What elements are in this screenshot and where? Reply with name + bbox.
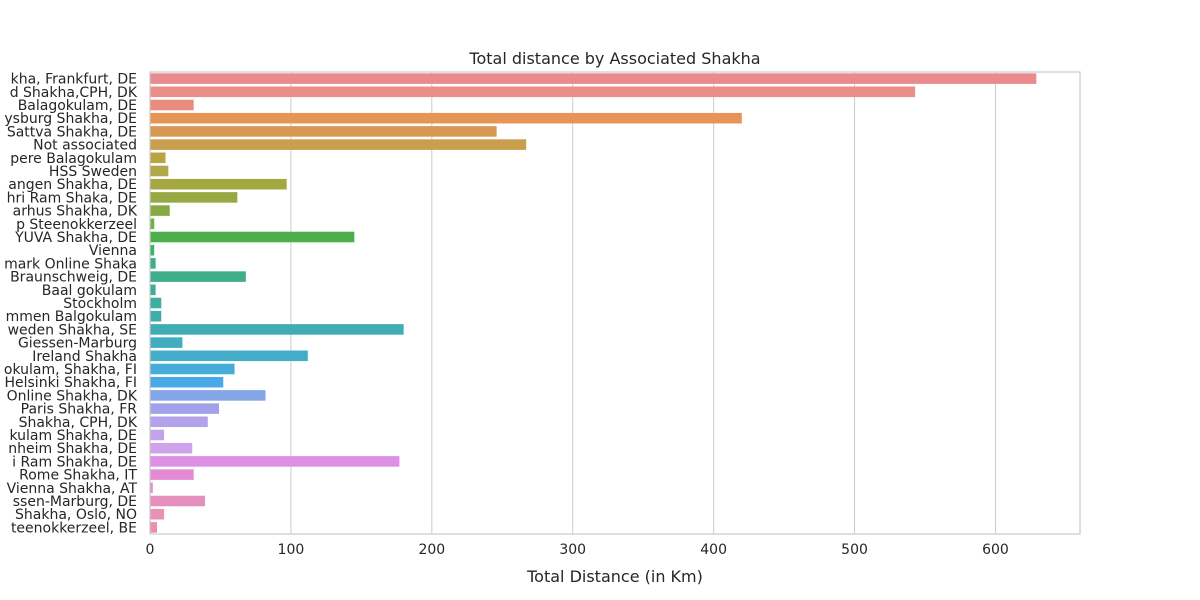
x-tick-label: 0 [146, 542, 155, 558]
y-tick-labels: kha, Frankfurt, DEd Shakha,CPH, DKBalago… [4, 72, 138, 537]
bar [150, 403, 220, 414]
bar [150, 205, 170, 216]
y-tick-label: okulam, Shakha, FI [4, 362, 137, 378]
y-tick-label: Giessen-Marburg [18, 336, 137, 352]
bar [150, 73, 1037, 84]
bar [150, 376, 224, 388]
y-tick-label: Vienna Shakha, AT [7, 481, 138, 497]
bar [150, 112, 742, 124]
y-tick-label: Sattva Shakha, DE [7, 124, 137, 140]
bar [150, 363, 235, 375]
bar [150, 350, 308, 362]
x-tick-label: 600 [982, 542, 1009, 558]
bar [150, 231, 355, 243]
bar [150, 192, 238, 203]
x-tick-label: 500 [841, 542, 868, 558]
x-tick-label: 300 [559, 542, 586, 558]
bar [150, 139, 527, 150]
bar [150, 126, 497, 137]
bar [150, 258, 156, 269]
y-tick-label: weden Shakha, SE [8, 322, 137, 338]
y-tick-label: Online Shakha, DK [7, 388, 138, 404]
y-tick-label: kulam Shakha, DE [9, 428, 137, 444]
y-tick-label: Braunschweig, DE [10, 270, 137, 286]
y-tick-label: angen Shakha, DE [8, 177, 137, 193]
y-tick-label: mark Online Shaka [4, 256, 137, 272]
y-tick-label: Shakha, CPH, DK [19, 415, 138, 431]
bar [150, 495, 205, 507]
bar [150, 152, 166, 164]
y-tick-label: arhus Shakha, DK [13, 204, 138, 220]
bar [150, 469, 194, 480]
bar [150, 178, 287, 190]
bar [150, 482, 153, 494]
y-tick-label: kha, Frankfurt, DE [11, 72, 137, 88]
plot-frame [149, 71, 1081, 535]
y-tick-label: Shakha, Oslo, NO [15, 507, 137, 523]
y-tick-label: Paris Shakha, FR [21, 402, 138, 418]
bar [150, 337, 183, 348]
bar [150, 324, 404, 335]
x-tick-labels: 0 100 200 300 400 500 600 [146, 542, 1009, 558]
chart-title: Total distance by Associated Shakha [468, 49, 760, 68]
bar [150, 416, 208, 428]
bar [150, 508, 165, 520]
bar [150, 310, 162, 322]
bar [150, 244, 155, 256]
bar [150, 297, 162, 309]
bar [150, 86, 916, 98]
y-tick-label: Ireland Shakha [32, 349, 137, 365]
bar [150, 429, 165, 441]
y-tick-label: HSS Sweden [49, 164, 137, 180]
y-tick-label: Balagokulam, DE [18, 98, 137, 114]
y-tick-label: YUVA Shakha, DE [14, 230, 137, 246]
bar [150, 442, 193, 454]
y-tick-label: hri Ram Shaka, DE [7, 190, 137, 206]
y-tick-label: ysburg Shakha, DE [4, 111, 137, 127]
x-tick-label: 400 [700, 542, 727, 558]
bar [150, 456, 400, 467]
y-tick-label: Stockholm [63, 296, 137, 312]
x-tick-label: 100 [278, 542, 305, 558]
y-tick-label: ssen-Marburg, DE [13, 494, 137, 510]
y-tick-label: nheim Shakha, DE [8, 441, 137, 457]
y-tick-label: pere Balagokulam [10, 151, 137, 167]
y-tick-label: mmen Balgokulam [6, 309, 137, 325]
y-tick-label: Baal gokulam [42, 283, 137, 299]
y-tick-label: d Shakha,CPH, DK [10, 85, 138, 101]
bar [150, 390, 266, 401]
y-tick-label: p Steenokkerzeel [16, 217, 137, 233]
bar [150, 165, 169, 177]
x-tick-label: 200 [418, 542, 445, 558]
y-tick-label: Helsinki Shakha, FI [4, 375, 137, 391]
y-tick-label: teenokkerzeel, BE [11, 520, 137, 536]
bar [150, 271, 246, 282]
bar [150, 218, 155, 230]
x-axis-label: Total Distance (in Km) [526, 567, 703, 586]
y-tick-label: Not associated [33, 138, 137, 154]
y-tick-label: Vienna [89, 243, 137, 259]
bar [150, 522, 158, 533]
bars [150, 73, 1037, 533]
y-tick-label: i Ram Shakha, DE [12, 454, 137, 470]
bar [150, 99, 194, 111]
y-tick-label: Rome Shakha, IT [19, 468, 137, 484]
bar [150, 284, 156, 296]
